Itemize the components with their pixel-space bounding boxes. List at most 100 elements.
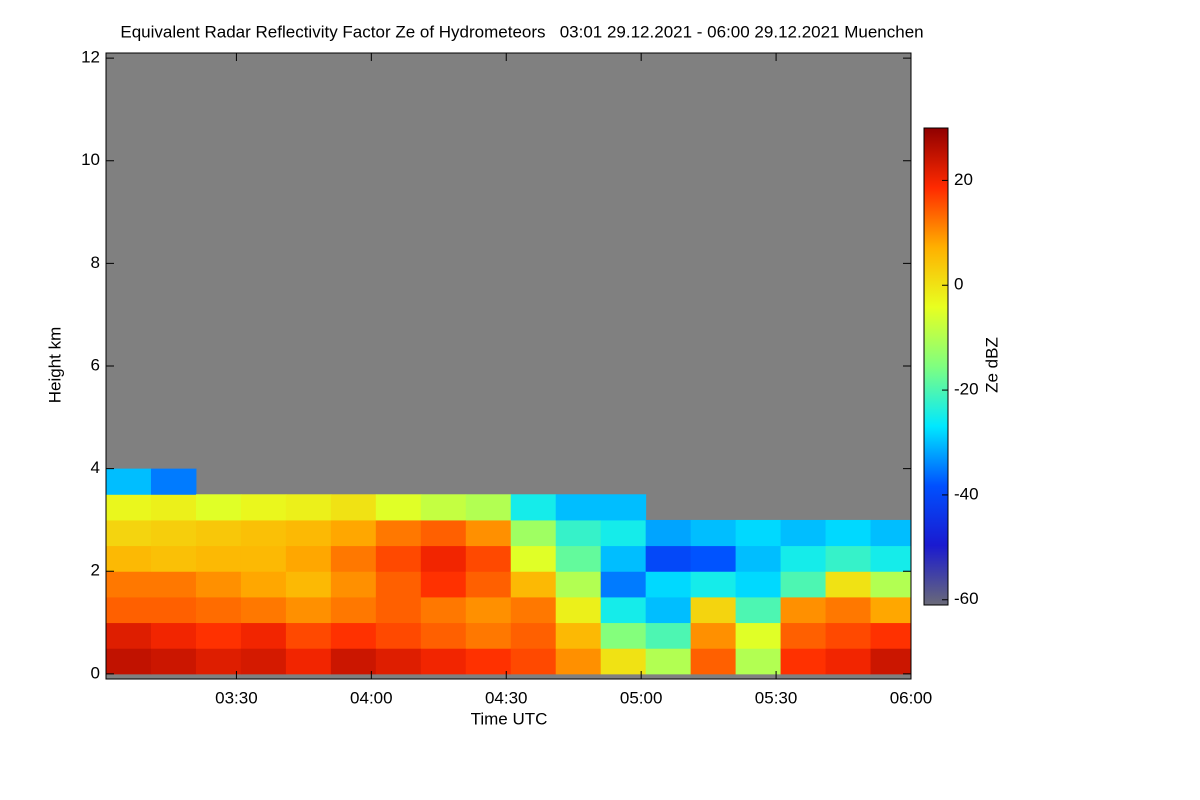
heatmap-cell bbox=[555, 622, 602, 649]
heatmap-cell bbox=[600, 571, 647, 598]
heatmap-cell bbox=[645, 596, 692, 624]
y-tick-label: 2 bbox=[91, 561, 100, 580]
heatmap-cell bbox=[240, 571, 287, 598]
heatmap-cell bbox=[375, 648, 422, 675]
heatmap-cell bbox=[735, 648, 782, 675]
heatmap-cell bbox=[600, 596, 647, 624]
heatmap-cell bbox=[465, 622, 512, 649]
heatmap-cell bbox=[690, 622, 737, 649]
heatmap-cell bbox=[420, 545, 467, 572]
heatmap-cell bbox=[240, 622, 287, 649]
heatmap-cell bbox=[285, 519, 332, 547]
heatmap-cell bbox=[510, 622, 557, 649]
heatmap-cell bbox=[150, 571, 197, 598]
heatmap-cell bbox=[690, 545, 737, 572]
heatmap-cell bbox=[645, 545, 692, 572]
heatmap-cell bbox=[420, 622, 467, 649]
heatmap-cell bbox=[555, 648, 602, 675]
chart-title: Equivalent Radar Reflectivity Factor Ze … bbox=[120, 22, 923, 41]
heatmap-cell bbox=[600, 622, 647, 649]
heatmap-cell bbox=[330, 571, 377, 598]
heatmap-cell bbox=[780, 596, 827, 624]
heatmap-cell bbox=[150, 545, 197, 572]
y-tick-label: 12 bbox=[81, 48, 100, 67]
heatmap-cell bbox=[735, 622, 782, 649]
heatmap-cell bbox=[555, 494, 602, 521]
colorbar-tick-label: -60 bbox=[954, 589, 979, 608]
heatmap-cell bbox=[510, 571, 557, 598]
heatmap-cell bbox=[195, 622, 242, 649]
x-tick-label: 04:30 bbox=[485, 688, 528, 707]
y-tick-label: 6 bbox=[91, 355, 100, 374]
heatmap-cell bbox=[465, 596, 512, 624]
heatmap-cell bbox=[106, 468, 152, 495]
heatmap-cell bbox=[195, 545, 242, 572]
heatmap-cell bbox=[510, 596, 557, 624]
x-tick-label: 06:00 bbox=[890, 688, 933, 707]
heatmap-cell bbox=[375, 545, 422, 572]
heatmap-cell bbox=[375, 494, 422, 521]
heatmap-cell bbox=[690, 596, 737, 624]
heatmap-cell bbox=[285, 494, 332, 521]
heatmap-cell bbox=[240, 494, 287, 521]
heatmap-cell bbox=[240, 596, 287, 624]
heatmap-cell bbox=[375, 571, 422, 598]
heatmap-cell bbox=[735, 545, 782, 572]
heatmap-cell bbox=[555, 571, 602, 598]
heatmap-cell bbox=[375, 622, 422, 649]
heatmap-cell bbox=[645, 519, 692, 547]
heatmap-cell bbox=[870, 519, 912, 547]
heatmap-cell bbox=[285, 648, 332, 675]
heatmap-cell bbox=[465, 519, 512, 547]
x-tick-label: 04:00 bbox=[350, 688, 393, 707]
heatmap-cell bbox=[150, 494, 197, 521]
heatmap-cell bbox=[780, 622, 827, 649]
heatmap-cell bbox=[510, 519, 557, 547]
heatmap-cell bbox=[195, 571, 242, 598]
heatmap-cell bbox=[510, 494, 557, 521]
heatmap-cell bbox=[420, 596, 467, 624]
heatmap-cell bbox=[555, 596, 602, 624]
heatmap-cell bbox=[330, 596, 377, 624]
heatmap-cell bbox=[195, 596, 242, 624]
heatmap-cell bbox=[375, 519, 422, 547]
x-tick-label: 05:00 bbox=[620, 688, 663, 707]
heatmap-cell bbox=[285, 596, 332, 624]
heatmap-cell bbox=[600, 494, 647, 521]
heatmap-cell bbox=[735, 571, 782, 598]
colorbar-tick-label: 0 bbox=[954, 275, 963, 294]
heatmap-cell bbox=[420, 648, 467, 675]
heatmap-cell bbox=[330, 622, 377, 649]
heatmap-cell bbox=[870, 648, 912, 675]
heatmap-cell bbox=[150, 648, 197, 675]
heatmap-cell bbox=[420, 494, 467, 521]
heatmap-cell bbox=[690, 519, 737, 547]
heatmap-cell bbox=[285, 571, 332, 598]
heatmap-cell bbox=[600, 648, 647, 675]
heatmap-cell bbox=[870, 622, 912, 649]
heatmap-cell bbox=[106, 622, 152, 649]
heatmap-cell bbox=[285, 545, 332, 572]
heatmap-cell bbox=[240, 648, 287, 675]
heatmap-cell bbox=[645, 571, 692, 598]
heatmap-cell bbox=[645, 622, 692, 649]
heatmap-cell bbox=[690, 648, 737, 675]
heatmap-cell bbox=[150, 519, 197, 547]
colorbar-label: Ze dBZ bbox=[982, 337, 1001, 393]
heatmap-cell bbox=[330, 494, 377, 521]
heatmap-cell bbox=[106, 494, 152, 521]
heatmap-cell bbox=[195, 648, 242, 675]
heatmap-cell bbox=[240, 519, 287, 547]
heatmap-cell bbox=[465, 494, 512, 521]
heatmap-cell bbox=[555, 519, 602, 547]
heatmap-cell bbox=[420, 571, 467, 598]
heatmap-cell bbox=[780, 571, 827, 598]
heatmap-cell bbox=[825, 571, 872, 598]
heatmap-cell bbox=[600, 545, 647, 572]
heatmap-cell bbox=[600, 519, 647, 547]
heatmap-cell bbox=[690, 571, 737, 598]
heatmap-cell bbox=[150, 596, 197, 624]
heatmap-cell bbox=[510, 545, 557, 572]
heatmap-cell bbox=[555, 545, 602, 572]
